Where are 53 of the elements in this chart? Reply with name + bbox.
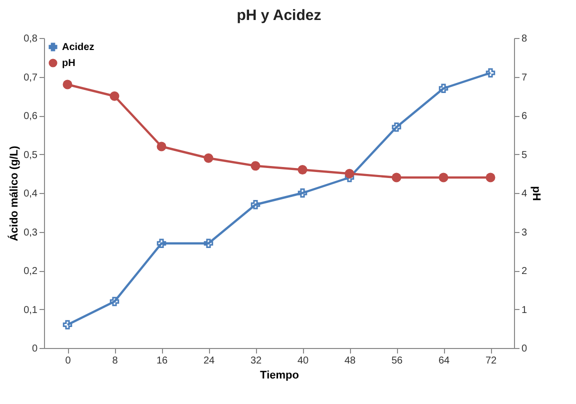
point <box>392 172 402 182</box>
point <box>486 68 496 78</box>
x-tick-label: 64 <box>438 356 450 366</box>
point <box>62 320 72 330</box>
y-tick-label: 0,4 <box>24 188 38 200</box>
y2-tick-label: 1 <box>522 304 528 316</box>
x-tick-label: 48 <box>344 356 356 366</box>
point <box>110 296 120 306</box>
y-tick-label: 0,6 <box>24 111 38 122</box>
point <box>438 172 448 182</box>
point <box>62 80 72 90</box>
y2-tick-label: 8 <box>522 34 528 44</box>
point <box>344 168 354 178</box>
point <box>250 200 260 210</box>
y-tick-label: 0,1 <box>24 304 38 316</box>
point <box>156 142 166 152</box>
point <box>204 238 214 248</box>
x-tick-label: 0 <box>65 356 72 366</box>
point <box>392 122 402 132</box>
legend-label: pH <box>62 58 76 69</box>
x-tick-label: 40 <box>297 356 309 366</box>
x-tick-label: 56 <box>391 356 403 366</box>
point <box>204 153 214 163</box>
point <box>250 161 260 171</box>
y2-tick-label: 5 <box>522 150 528 161</box>
point <box>298 165 308 174</box>
y2-tick-label: 0 <box>522 344 528 354</box>
y-tick-label: 0,7 <box>24 72 38 84</box>
point <box>156 238 166 248</box>
y2-tick-label: 6 <box>522 111 528 122</box>
y-tick-label: 0,3 <box>24 227 38 238</box>
x-tick-label: 32 <box>250 356 262 366</box>
point <box>298 188 308 198</box>
chart-title: pH y Acidez <box>236 7 322 24</box>
y-tick-label: 0,5 <box>24 150 38 161</box>
point <box>486 172 496 182</box>
y2-axis-title: pH <box>530 186 542 201</box>
y-tick-label: 0,2 <box>24 266 38 277</box>
y-axis-title: Ácido málico (g/L) <box>8 146 21 242</box>
y2-tick-label: 3 <box>522 227 528 238</box>
x-axis-title: Tiempo <box>260 370 300 382</box>
y-tick-label: 0 <box>32 344 38 354</box>
y2-tick-label: 2 <box>522 266 528 277</box>
x-tick-label: 72 <box>485 356 497 366</box>
legend-label: Acidez <box>62 42 94 53</box>
y-tick-label: 0,8 <box>24 34 38 44</box>
y2-tick-label: 7 <box>522 72 528 84</box>
x-tick-label: 16 <box>156 356 168 366</box>
point <box>110 91 120 101</box>
x-tick-label: 8 <box>112 356 118 366</box>
point <box>438 84 448 93</box>
y2-tick-label: 4 <box>522 188 528 200</box>
x-tick-label: 24 <box>203 356 215 366</box>
